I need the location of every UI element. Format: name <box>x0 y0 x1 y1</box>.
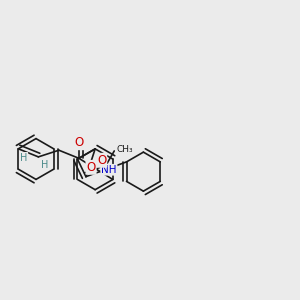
Text: O: O <box>97 154 106 167</box>
Text: NH: NH <box>101 165 117 175</box>
Text: O: O <box>86 161 96 174</box>
Text: O: O <box>74 136 84 149</box>
Text: CH₃: CH₃ <box>117 145 133 154</box>
Text: H: H <box>20 153 27 163</box>
Text: H: H <box>41 160 48 170</box>
